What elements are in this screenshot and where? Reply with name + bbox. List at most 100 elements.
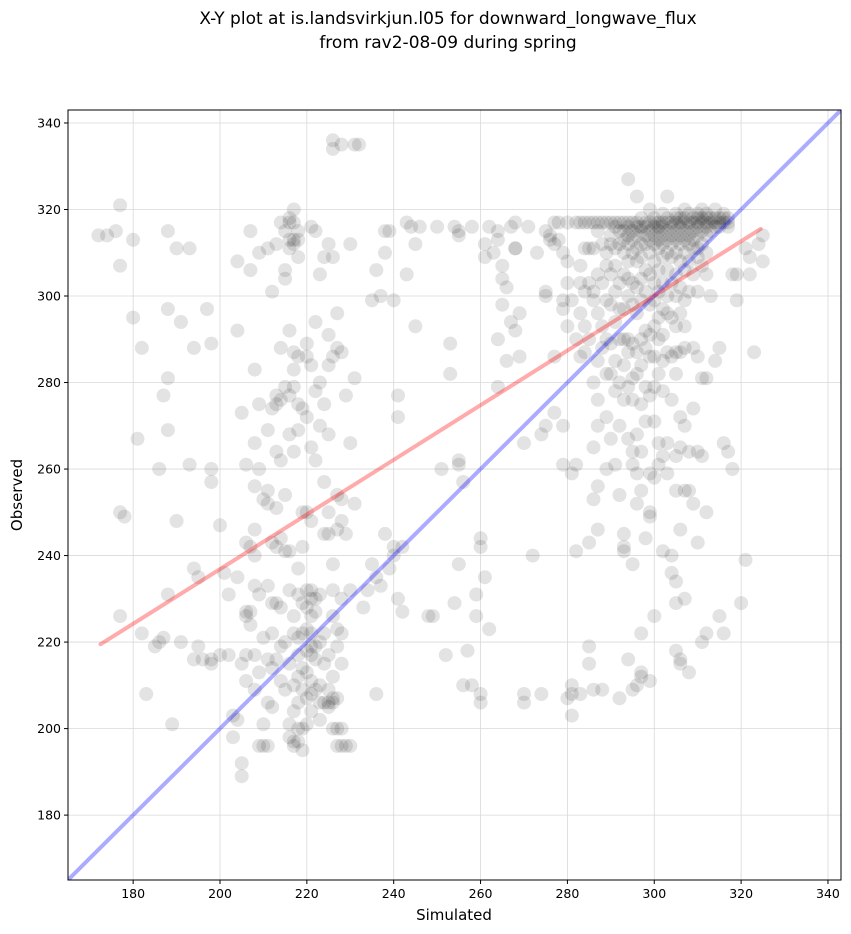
data-point xyxy=(655,219,670,234)
data-point xyxy=(682,206,696,221)
data-point xyxy=(586,492,601,507)
data-point xyxy=(634,224,649,239)
data-point xyxy=(547,405,562,420)
data-point xyxy=(299,665,314,680)
data-point xyxy=(451,453,466,468)
data-point xyxy=(239,609,254,624)
data-point xyxy=(716,626,731,641)
data-point xyxy=(286,734,301,749)
data-point xyxy=(269,596,284,611)
data-point xyxy=(690,444,705,459)
data-point xyxy=(126,232,141,247)
data-point xyxy=(308,652,323,667)
data-point xyxy=(286,215,301,230)
data-point xyxy=(291,669,306,684)
data-point xyxy=(247,682,262,697)
data-point xyxy=(660,215,675,230)
data-point xyxy=(139,687,154,701)
data-point xyxy=(265,700,280,714)
data-point xyxy=(603,431,618,446)
data-point xyxy=(669,319,683,334)
data-point xyxy=(655,276,670,290)
data-point xyxy=(634,444,649,459)
data-point xyxy=(682,284,696,299)
data-point xyxy=(564,678,579,693)
data-point xyxy=(204,656,219,671)
data-point xyxy=(360,583,375,598)
data-point xyxy=(173,315,188,329)
data-point xyxy=(308,639,323,654)
data-point xyxy=(673,215,688,230)
data-point xyxy=(304,358,319,373)
data-point xyxy=(291,349,306,364)
data-point xyxy=(230,570,245,585)
data-point xyxy=(651,332,666,347)
data-point xyxy=(343,583,358,598)
data-point xyxy=(590,392,605,407)
data-point xyxy=(582,535,597,550)
data-point xyxy=(286,379,301,394)
data-point xyxy=(603,267,618,282)
data-point xyxy=(408,237,423,252)
x-tick-label: 320 xyxy=(729,886,753,901)
data-point xyxy=(256,492,271,507)
data-point xyxy=(134,626,149,641)
data-point xyxy=(160,423,175,438)
data-point xyxy=(317,656,332,671)
data-point xyxy=(286,202,301,217)
data-point xyxy=(317,695,332,710)
data-point xyxy=(230,323,245,338)
x-tick-label: 200 xyxy=(208,886,232,901)
data-point xyxy=(221,587,236,602)
data-point xyxy=(660,211,675,226)
data-point xyxy=(686,241,701,256)
x-tick-label: 240 xyxy=(382,886,406,901)
data-point xyxy=(629,678,644,693)
data-point xyxy=(278,263,293,278)
data-point xyxy=(113,258,128,273)
data-point xyxy=(621,172,636,187)
data-point xyxy=(582,215,597,230)
data-point xyxy=(625,224,640,239)
data-point xyxy=(660,263,675,278)
data-point xyxy=(291,630,306,645)
axis-ticks: 180 200 220 240 260 280 300 320 340 180 200 220 240 2… xyxy=(37,115,840,901)
data-point xyxy=(239,674,254,688)
data-point xyxy=(621,237,636,252)
data-point xyxy=(655,544,670,559)
data-point xyxy=(686,340,701,355)
data-point xyxy=(695,211,709,226)
data-point xyxy=(338,388,353,403)
data-point xyxy=(638,531,653,546)
data-point xyxy=(508,241,523,256)
data-point xyxy=(616,358,631,373)
data-point xyxy=(365,557,379,572)
data-point xyxy=(690,241,705,256)
data-point xyxy=(677,211,692,226)
data-point xyxy=(621,652,636,667)
data-point xyxy=(647,470,662,485)
data-point xyxy=(669,224,683,239)
data-point xyxy=(347,371,362,386)
data-point xyxy=(456,678,471,693)
data-point xyxy=(386,548,401,563)
data-point xyxy=(560,691,575,706)
data-point xyxy=(642,224,657,239)
data-point xyxy=(638,219,653,234)
data-point xyxy=(378,526,392,541)
data-point xyxy=(469,609,484,624)
data-point xyxy=(612,276,627,290)
data-point xyxy=(560,319,575,334)
data-point xyxy=(325,691,340,706)
data-point xyxy=(325,557,340,572)
data-point xyxy=(486,245,501,260)
data-point xyxy=(699,206,714,221)
data-point xyxy=(629,254,644,269)
data-point xyxy=(247,479,262,494)
data-point xyxy=(191,570,206,585)
data-point xyxy=(638,284,653,299)
data-point xyxy=(647,228,662,243)
data-point xyxy=(629,496,644,511)
data-point xyxy=(273,453,288,468)
data-point xyxy=(673,228,688,243)
